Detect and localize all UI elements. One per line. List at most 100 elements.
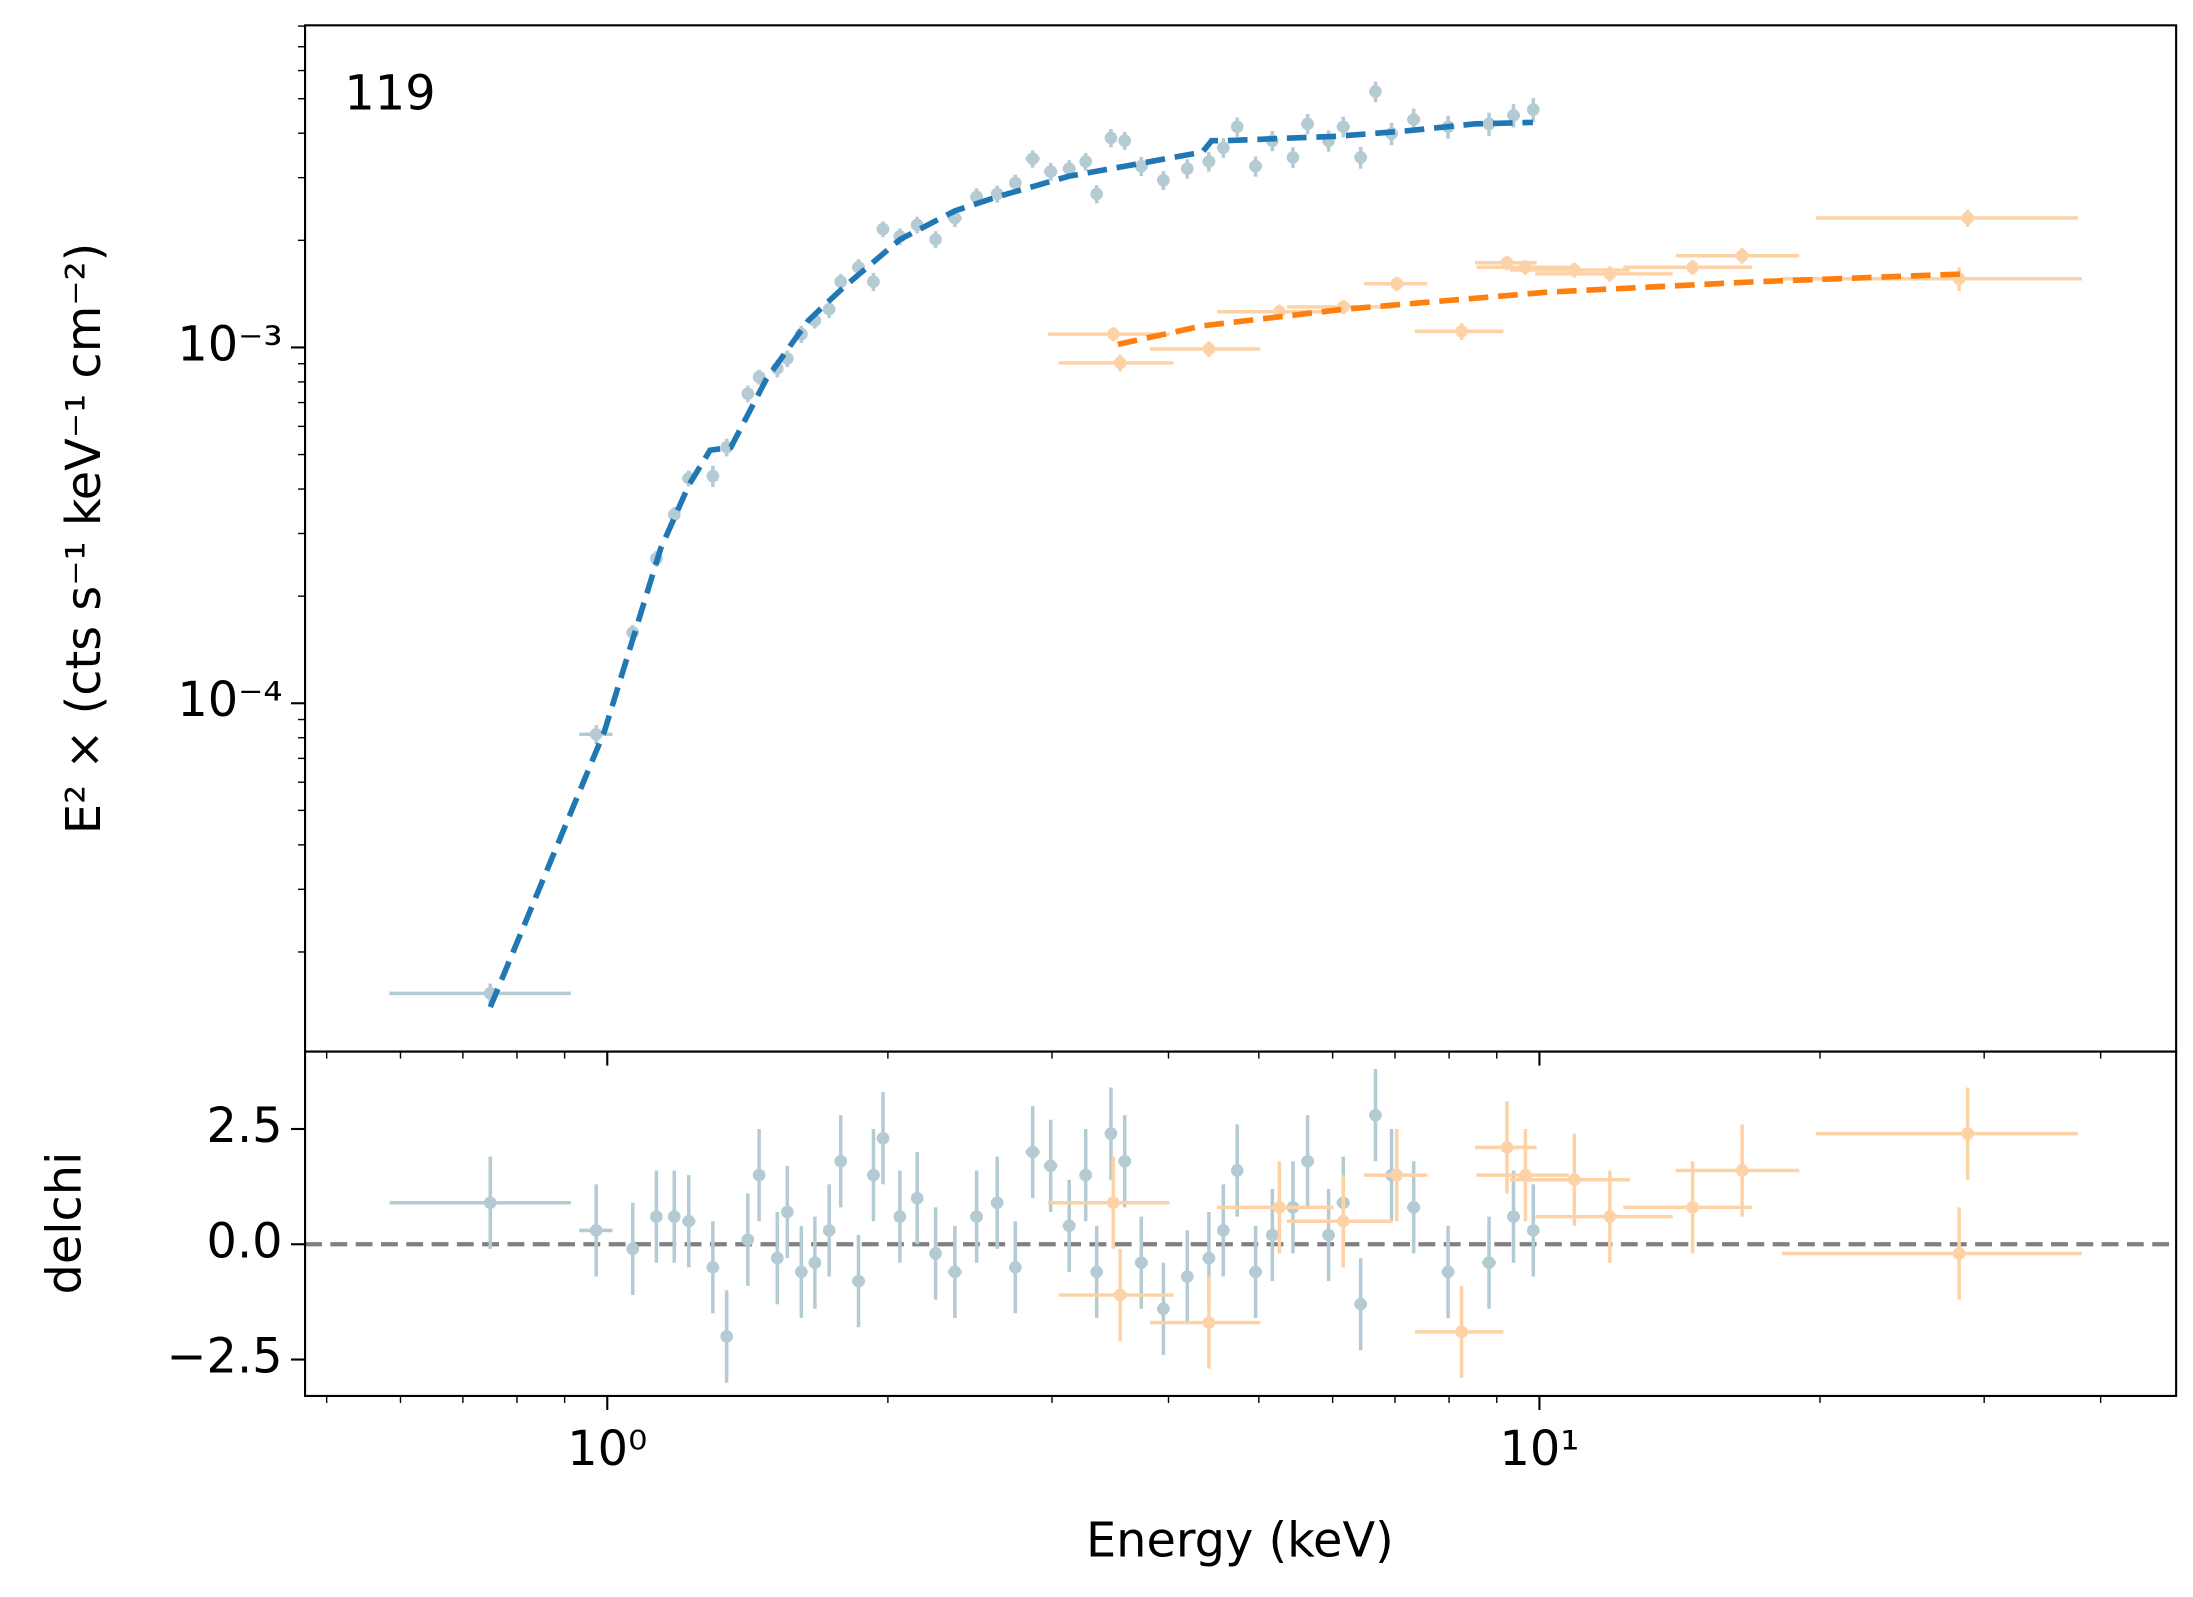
data-point [1369, 1108, 1382, 1122]
data-point [1104, 1127, 1118, 1140]
data-point [1230, 120, 1244, 134]
data-point [1266, 1228, 1279, 1242]
data-point [1044, 1159, 1057, 1173]
data-point [1952, 1247, 1966, 1260]
data-point [1249, 159, 1262, 173]
data-point [1216, 141, 1230, 155]
y-tick-label: 10⁻⁴ [177, 673, 282, 728]
data-point [1567, 1173, 1581, 1187]
data-point [1202, 1316, 1216, 1329]
data-point [1230, 1164, 1244, 1177]
data-point [867, 275, 880, 289]
annotation: 119 [344, 67, 435, 122]
data-point [1104, 131, 1118, 145]
data-point [1369, 85, 1382, 98]
data-point [1507, 1210, 1520, 1223]
data-point [1062, 162, 1076, 175]
data-point [1062, 1219, 1076, 1233]
data-point [794, 1265, 808, 1279]
data-point [990, 1196, 1004, 1210]
data-point [720, 1330, 733, 1343]
data-point [1113, 356, 1127, 370]
data-point [1686, 260, 1699, 274]
data-point [1686, 1201, 1699, 1214]
data-point [741, 387, 755, 401]
data-point [706, 469, 720, 483]
x-tick-label: 10¹ [1499, 1422, 1579, 1477]
data-point [834, 275, 848, 289]
data-point [1180, 1270, 1194, 1283]
plot-area: 10⁻⁴ 10⁻³ [177, 24, 2178, 1066]
data-point [1216, 1224, 1230, 1237]
data-point [1157, 1302, 1170, 1316]
data-point [1106, 327, 1120, 341]
data-point [1180, 162, 1194, 175]
data-point [1322, 1228, 1335, 1242]
x-tick-label: 10⁰ [567, 1422, 647, 1477]
data-point [1202, 342, 1216, 356]
data-point [1118, 1154, 1132, 1168]
plot-area: −2.5 0.0 2.5 10⁰ 10¹ [167, 1050, 2178, 1477]
data-point [1390, 1168, 1404, 1182]
data-point [741, 1233, 755, 1246]
data-point [948, 1265, 962, 1279]
data-point [1507, 109, 1520, 122]
data-point [929, 1247, 942, 1260]
data-point [667, 508, 681, 521]
data-point [1079, 1168, 1092, 1182]
data-point [970, 1210, 983, 1223]
y-axis-label: E² × (cts s⁻¹ keV⁻¹ cm⁻²) [57, 243, 112, 834]
data-point [1526, 103, 1540, 116]
data-point [852, 1274, 865, 1288]
data-point [1735, 249, 1749, 263]
data-point [1354, 151, 1367, 164]
y-tick-label: 0.0 [207, 1214, 283, 1269]
axes-frame [303, 1050, 2178, 1398]
data-point [1026, 152, 1040, 166]
data-point [822, 302, 836, 316]
data-point [589, 727, 603, 741]
data-point [1603, 267, 1617, 281]
data-point [910, 1191, 924, 1205]
data-point [483, 1196, 497, 1210]
data-point [1482, 117, 1496, 131]
data-point [1079, 155, 1092, 168]
model-line [487, 119, 1533, 1009]
data-point [1455, 1325, 1468, 1339]
data-point [1301, 1154, 1314, 1168]
data-point [1526, 1224, 1540, 1237]
data-point [1090, 187, 1104, 201]
data-point [1301, 117, 1314, 131]
data-point [1202, 155, 1216, 168]
data-point [929, 233, 942, 246]
data-point [1482, 1256, 1496, 1270]
data-point [1202, 1251, 1216, 1265]
y-axis-label: delchi [37, 1152, 92, 1295]
data-point [1090, 1265, 1104, 1279]
data-point [1273, 1201, 1286, 1214]
data-point [1336, 1214, 1350, 1228]
data-point [1455, 324, 1468, 338]
data-point [1735, 1164, 1749, 1177]
data-point [1134, 1256, 1148, 1270]
data-point [1157, 173, 1170, 187]
data-point [1249, 1265, 1262, 1279]
data-point [780, 1205, 794, 1219]
data-point [1441, 1265, 1455, 1279]
data-point [1008, 1260, 1022, 1274]
data-point [682, 1214, 696, 1228]
data-point [1044, 165, 1057, 178]
data-point [822, 1224, 836, 1237]
data-point [1286, 151, 1300, 164]
data-point [626, 1242, 640, 1256]
data-point [1134, 159, 1148, 173]
data-point [752, 1168, 766, 1182]
y-tick-label: 2.5 [207, 1099, 283, 1154]
data-point [808, 1256, 822, 1270]
data-point [876, 222, 890, 236]
data-point [1106, 1196, 1120, 1210]
y-tick-label: 10⁻³ [177, 317, 282, 372]
data-point [1961, 1127, 1974, 1140]
data-point [1961, 211, 1974, 225]
